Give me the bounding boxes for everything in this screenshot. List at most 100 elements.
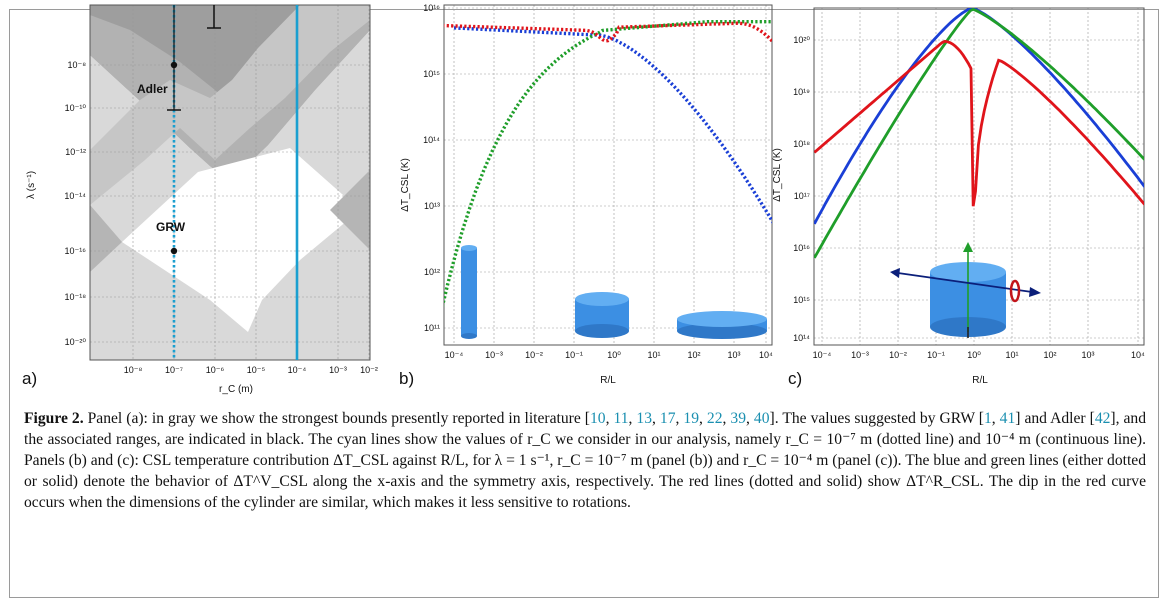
caption-text: , [746,410,754,427]
panel-c-ylabel: ΔT_CSL (K) [772,148,783,202]
curve-b-green-dotted [444,20,772,308]
allowed-region [122,148,360,332]
caption-text: , [628,410,637,427]
panel-c-xtick: 10¹ [1005,350,1018,360]
panel-c-xlabel: R/L [972,375,988,386]
curve-c-red [814,39,1144,207]
caption-text: , [605,410,614,427]
panel-a-xtick: 10⁻⁶ [206,365,225,375]
panel-a-ytick: 10⁻¹⁴ [64,191,86,201]
region-mid-bound [90,5,370,182]
panel-b-ytick: 10¹² [424,267,440,277]
panel-c: 10⁻⁴ 10⁻³ 10⁻² 10⁻¹ 10⁰ 10¹ 10² 10³ 10⁴ 10²⁰ 10¹⁹ 1… [772,7,1145,388]
panel-b-xtick: 10⁻¹ [565,350,583,360]
citation-link[interactable]: 40 [753,410,770,427]
figure-2-plots: Adler GRW 10⁻⁸ 10⁻⁷ 10⁻⁶ 10⁻⁵ 10⁻⁴ 10⁻³ 10⁻²10… [22,3,1145,395]
panel-a-xlabel: r_C (m) [219,384,253,395]
citation-link[interactable]: 19 [683,410,700,427]
citation-link[interactable]: 11 [613,410,629,427]
panel-c-ytick: 10¹⁹ [793,87,810,97]
panel-a-axes-box [89,4,371,361]
panel-a-xtick: 10⁻⁷ [165,365,183,375]
caption-text: , [675,410,684,427]
panel-b-axes-box [443,4,773,346]
citation-link[interactable]: 41 [999,410,1016,427]
panel-c-xtick: 10² [1043,350,1056,360]
citation-link[interactable]: 22 [706,410,723,427]
grw-annotation: GRW [156,220,186,234]
panel-b-ytick: 10¹⁶ [423,3,440,13]
panel-a-exclusion-regions [90,5,370,360]
panel-c-xtick: 10⁻² [889,350,907,360]
panel-c-ytick: 10¹⁶ [793,243,810,253]
panel-b: 10⁻⁴ 10⁻³ 10⁻² 10⁻¹ 10⁰ 10¹ 10² 10³ 10⁴ 10¹⁶ 10¹⁵ 1… [399,3,773,388]
curve-b-red-dotted [444,21,772,44]
cylinder-with-axes [890,242,1041,338]
panel-b-ylabel: ΔT_CSL (K) [400,158,411,212]
panel-c-xtick: 10⁴ [1131,350,1145,360]
panel-c-xtick: 10⁰ [967,350,981,360]
panel-c-xtick: 10⁻⁴ [813,350,832,360]
citation-link[interactable]: 10 [590,410,606,427]
caption-text: , [991,410,1000,427]
panel-a-ytick: 10⁻¹⁸ [64,292,86,302]
caption-text: , [699,410,707,427]
rotation-arrow [1009,279,1021,303]
panel-c-xtick: 10³ [1081,350,1094,360]
cylinder-flat [677,311,767,339]
curve-c-blue [814,8,1144,225]
panel-b-ytick: 10¹³ [424,201,440,211]
citation-link[interactable]: 17 [659,410,676,427]
panel-b-xtick: 10⁰ [607,350,621,360]
curve-c-green [814,8,1144,259]
green-axis-arrow [963,242,973,252]
caption-text: , [722,410,731,427]
panel-a-ytick: 10⁻¹² [65,147,86,157]
panel-b-label: b) [399,369,414,388]
panel-b-xlabel: R/L [600,375,616,386]
panel-a-xtick: 10⁻⁸ [124,365,143,375]
caption-text: ] and Adler [ [1015,410,1095,427]
adler-annotation: Adler [137,82,168,96]
adler-point [170,61,178,69]
citation-link[interactable]: 42 [1094,410,1111,427]
caption-body: Panel (a): in gray we show the strongest… [24,410,1146,511]
panel-a-ylabel: λ (s⁻¹) [26,171,37,199]
citation-link[interactable]: 39 [730,410,747,427]
panel-a-xtick: 10⁻⁴ [288,365,307,375]
panel-c-xtick: 10⁻¹ [927,350,945,360]
region-overlap-bound [90,5,370,205]
grw-point [170,247,178,255]
panel-c-ticks: 10⁻⁴ 10⁻³ 10⁻² 10⁻¹ 10⁰ 10¹ 10² 10³ 10⁴ 10²⁰ 10¹⁹ 1… [793,35,1145,360]
figure-caption: Figure 2. Panel (a): in gray we show the… [24,408,1146,513]
panel-a-xtick: 10⁻² [360,365,378,375]
panel-b-xtick: 10² [687,350,700,360]
panel-b-xtick: 10¹ [647,350,660,360]
panel-a-label: a) [22,369,37,388]
region-right-wedge [330,170,370,250]
caption-text: ], and the associated ranges, are indica… [24,410,1147,511]
panel-a-ticks: 10⁻⁸ 10⁻⁷ 10⁻⁶ 10⁻⁵ 10⁻⁴ 10⁻³ 10⁻² 10⁻⁸ 10⁻¹⁰ 10⁻… [64,60,378,375]
curve-b-blue-dotted [453,26,772,224]
caption-text: , [652,410,660,427]
panel-a-ytick: 10⁻²⁰ [65,337,87,347]
figure-frame [9,9,1159,598]
cylinder-medium [575,292,629,338]
region-left-wedge [90,205,122,272]
panel-a-xtick: 10⁻⁵ [247,365,266,375]
panel-a-ytick: 10⁻¹⁰ [65,103,87,113]
panel-c-xtick: 10⁻³ [851,350,869,360]
panel-b-ytick: 10¹⁵ [423,69,440,79]
caption-text: ]. The values suggested by GRW [ [769,410,984,427]
citation-link[interactable]: 13 [636,410,653,427]
panel-b-ytick: 10¹⁴ [423,135,440,145]
panel-b-xtick: 10⁴ [759,350,773,360]
panel-c-label: c) [788,369,802,388]
panel-c-ytick: 10¹⁷ [794,191,810,201]
blue-axis-arrow-left [890,268,900,278]
citation-link[interactable]: 1 [983,410,992,427]
caption-text: Panel (a): in gray we show the strongest… [83,410,590,427]
panel-a-ytick: 10⁻¹⁶ [65,246,87,256]
panel-c-ytick: 10²⁰ [793,35,810,45]
cylinder-tall [461,245,477,339]
